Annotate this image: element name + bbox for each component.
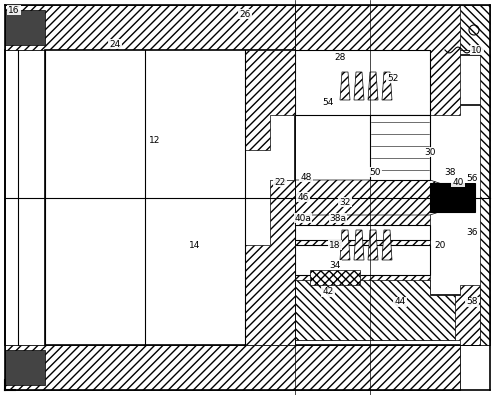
Bar: [370, 115, 430, 180]
Text: 12: 12: [150, 135, 160, 145]
Polygon shape: [368, 72, 378, 100]
Text: 38: 38: [444, 167, 456, 177]
Bar: [430, 183, 475, 212]
Text: 20: 20: [434, 241, 446, 250]
Text: 18: 18: [329, 241, 341, 250]
Polygon shape: [295, 180, 480, 345]
Text: 28: 28: [334, 53, 345, 62]
Text: 38a: 38a: [330, 214, 346, 222]
Polygon shape: [5, 5, 430, 50]
Text: 30: 30: [424, 147, 436, 156]
Text: 34: 34: [330, 260, 340, 269]
Polygon shape: [310, 270, 360, 285]
Polygon shape: [340, 230, 350, 260]
Text: 56: 56: [466, 173, 478, 182]
Bar: [295, 55, 490, 105]
Polygon shape: [340, 72, 350, 100]
Bar: [295, 245, 430, 275]
Polygon shape: [354, 72, 364, 100]
Text: 50: 50: [369, 167, 381, 177]
Text: 46: 46: [298, 192, 308, 201]
Text: 24: 24: [110, 40, 120, 49]
Polygon shape: [295, 280, 455, 340]
Text: 14: 14: [190, 241, 200, 250]
Polygon shape: [5, 350, 45, 385]
Text: 42: 42: [322, 288, 334, 297]
Text: 16: 16: [8, 6, 20, 15]
Polygon shape: [382, 72, 392, 100]
Text: 54: 54: [322, 98, 334, 107]
Text: 36: 36: [466, 228, 478, 237]
Polygon shape: [382, 230, 392, 260]
Text: 58: 58: [466, 297, 478, 307]
Polygon shape: [5, 10, 45, 45]
Polygon shape: [295, 5, 480, 115]
Bar: [295, 50, 430, 115]
Polygon shape: [295, 180, 475, 215]
Text: 22: 22: [274, 177, 285, 186]
Text: 40a: 40a: [294, 214, 312, 222]
Text: 26: 26: [240, 9, 250, 19]
Text: 44: 44: [394, 297, 406, 307]
Text: 32: 32: [340, 198, 350, 207]
Text: 10: 10: [471, 45, 483, 55]
Polygon shape: [354, 230, 364, 260]
Polygon shape: [245, 180, 295, 345]
Text: 52: 52: [388, 73, 398, 83]
Text: 40: 40: [452, 177, 464, 186]
Polygon shape: [368, 230, 378, 260]
Bar: [295, 225, 430, 240]
Polygon shape: [460, 5, 490, 345]
Text: 48: 48: [300, 173, 312, 181]
Polygon shape: [5, 345, 460, 390]
Bar: [45, 50, 295, 345]
Polygon shape: [245, 50, 295, 150]
Bar: [295, 295, 490, 345]
